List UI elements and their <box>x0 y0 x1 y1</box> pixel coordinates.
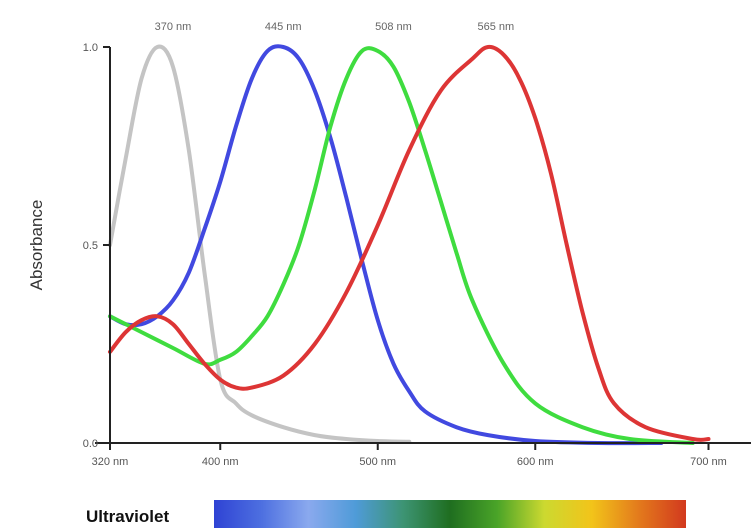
spectrum-label: Ultraviolet <box>86 507 169 526</box>
absorbance-curve-4 <box>108 44 711 442</box>
spectrum-color-bar <box>214 500 686 528</box>
peak-wavelength-label: 370 nm <box>155 21 192 33</box>
spectrum-bar-group: Ultraviolet <box>86 500 686 528</box>
absorbance-curve-2 <box>108 44 664 446</box>
x-tick-label: 600 nm <box>517 456 554 468</box>
x-tick-label: 700 nm <box>690 456 727 468</box>
x-axis-ticks: 320 nm 400 nm 500 nm 600 nm 700 nm <box>92 443 727 468</box>
peak-wavelength-label: 565 nm <box>478 21 515 33</box>
y-axis-title: Absorbance <box>27 200 46 291</box>
peak-wavelength-label: 508 nm <box>375 21 412 33</box>
y-axis-ticks: 0.0 0.5 1.0 <box>83 42 110 450</box>
absorbance-curve-1 <box>108 44 412 444</box>
absorbance-curve-3 <box>108 46 695 445</box>
absorbance-curves <box>108 44 711 446</box>
y-tick-label: 1.0 <box>83 42 98 54</box>
axes <box>95 47 751 444</box>
peak-wavelength-label: 445 nm <box>265 21 302 33</box>
y-tick-label: 0.0 <box>83 438 98 450</box>
x-tick-label: 400 nm <box>202 456 239 468</box>
x-tick-label: 500 nm <box>359 456 396 468</box>
y-tick-label: 0.5 <box>83 240 98 252</box>
x-tick-label: 320 nm <box>92 456 129 468</box>
peak-labels: 370 nm 445 nm 508 nm 565 nm <box>155 21 515 33</box>
